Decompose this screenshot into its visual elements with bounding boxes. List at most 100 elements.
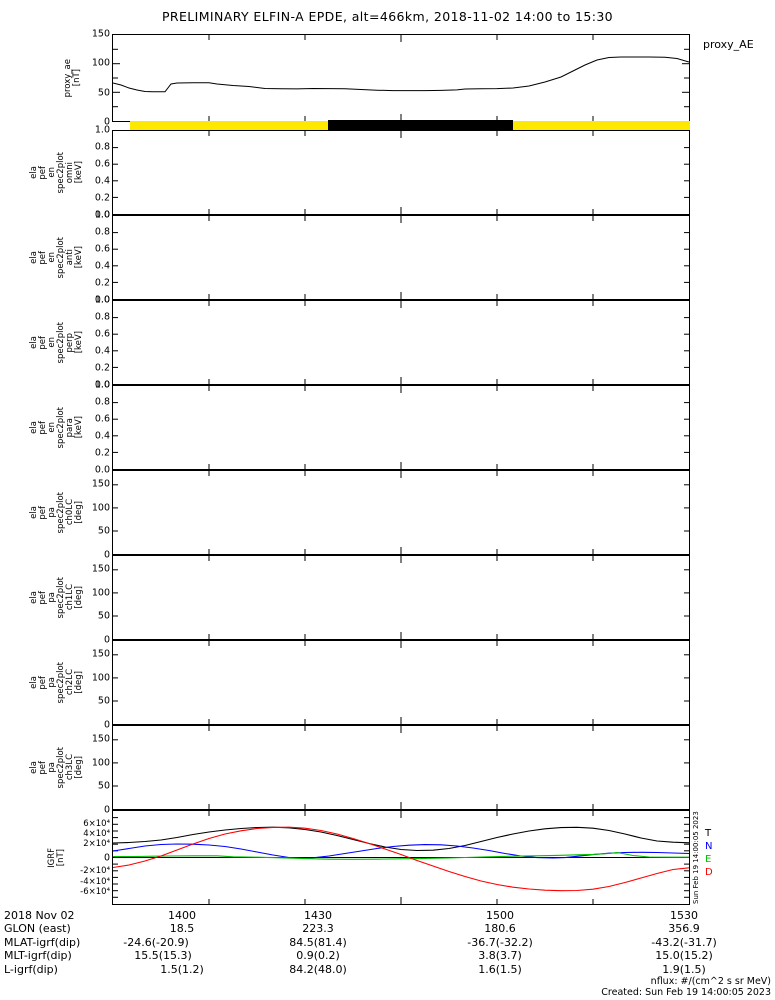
ytick: 100 — [91, 57, 110, 69]
panel-ela-pef-pa-ch2lc-yticks: 150 100 50 0 — [68, 640, 110, 731]
panel-ela-pef-pa-ch2lc-frame — [112, 640, 690, 725]
ytick: 0.8 — [94, 141, 110, 153]
panel-ela-pef-pa-ch0lc-yticks: 150 100 50 0 — [68, 470, 110, 561]
ytick: 0 — [103, 549, 110, 561]
ytick: 0.8 — [94, 226, 110, 238]
panel-ela-pef-pa-ch1lc-frame — [112, 555, 690, 640]
ytick: 150 — [91, 733, 110, 745]
ytick: 0 — [103, 852, 110, 863]
ytick: 100 — [91, 672, 110, 683]
ytick: 0.4 — [94, 260, 110, 272]
ytick: -4×10⁴ — [80, 877, 110, 887]
panel-proxy-ae-yticks: 150 100 50 0 — [68, 29, 110, 128]
annotation-row: MLAT-igrf(dip) -24.6(-20.9) 84.5(81.4) -… — [4, 936, 772, 949]
annotation-value: -36.7(-32.2) — [467, 935, 533, 949]
panel-ela-pef-pa-ch3lc-frame — [112, 725, 690, 810]
igrf-legend-item-T: T — [705, 828, 712, 839]
panel-igrf-plot — [113, 811, 689, 904]
panel-igrf-yticks: 6×10⁴ 4×10⁴ 2×10⁴ 0 -2×10⁴ -4×10⁴ -6×10⁴ — [58, 810, 110, 905]
annotation-row: L-igrf(dip) 1.5(1.2) 84.2(48.0) 1.6(1.5)… — [4, 963, 772, 976]
igrf-legend-item-D: D — [705, 867, 713, 878]
ytick: 100 — [91, 757, 110, 768]
panel-ela-pef-en-perp-frame — [112, 300, 690, 385]
ytick: 150 — [91, 563, 110, 575]
ytick: 50 — [97, 695, 110, 707]
ytick: 0.2 — [94, 447, 110, 459]
page-title: PRELIMINARY ELFIN-A EPDE, alt=466km, 201… — [161, 9, 614, 24]
panel-ela-pef-pa-ch3lc-plot — [113, 726, 689, 809]
ytick: 0.6 — [94, 158, 110, 170]
annotation-label: L-igrf(dip) — [4, 962, 58, 976]
footer: nflux: #/(cm^2 s sr MeV) Created: Sun Fe… — [0, 976, 771, 998]
annotation-value: 1.5(1.2) — [160, 962, 204, 976]
annotation-value: 84.5(81.4) — [289, 935, 347, 949]
ytick: 0.0 — [94, 379, 110, 391]
annotation-label: GLON (east) — [4, 922, 71, 936]
ytick: 0 — [103, 804, 110, 816]
panel-ela-pef-pa-ch3lc-yticks: 150 100 50 0 — [68, 725, 110, 816]
panel-ela-pef-en-para-plot — [113, 386, 689, 469]
ytick: 100 — [91, 587, 110, 598]
igrf-legend-item-N: N — [705, 841, 713, 852]
ytick: 0.8 — [94, 396, 110, 408]
ytick: -2×10⁴ — [80, 866, 110, 876]
annotation-value: 15.0(15.2) — [655, 949, 713, 963]
annotation-value: 1400 — [168, 909, 196, 922]
annotation-label: MLT-igrf(dip) — [4, 949, 72, 963]
panel-ela-pef-pa-ch0lc-frame — [112, 470, 690, 555]
side-timestamp: Sun Feb 19 14:00:05 2023 — [692, 811, 700, 904]
ytick: 0.2 — [94, 277, 110, 289]
annotation-row: MLT-igrf(dip) 15.5(15.3) 0.9(0.2) 3.8(3.… — [4, 949, 772, 962]
ytick: 0.2 — [94, 192, 110, 204]
ytick: 0.0 — [94, 294, 110, 306]
panel-ela-pef-en-perp-plot — [113, 301, 689, 384]
ytick: 1.0 — [94, 379, 110, 391]
panel-ela-pef-en-perp-yticks: 1.0 0.8 0.6 0.4 0.2 0.0 — [68, 295, 110, 391]
ytick: 50 — [97, 780, 110, 792]
annotation-label: MLAT-igrf(dip) — [4, 935, 81, 949]
panel-ela-pef-pa-ch1lc-yticks: 150 100 50 0 — [68, 555, 110, 646]
ytick: 0.4 — [94, 175, 110, 187]
panel-proxy-ae-plot — [113, 35, 689, 121]
panel-ela-pef-en-anti-plot — [113, 216, 689, 299]
annotation-value: -24.6(-20.9) — [123, 935, 189, 949]
ytick: 1.0 — [94, 294, 110, 306]
panel-ela-pef-pa-ch1lc-plot — [113, 556, 689, 639]
annotation-value: 3.8(3.7) — [478, 949, 522, 963]
annotation-value: -43.2(-31.7) — [651, 935, 717, 949]
ytick: 1.0 — [94, 124, 110, 136]
ytick: -6×10⁴ — [80, 887, 110, 897]
panel-ela-pef-en-omni-frame — [112, 130, 690, 215]
footer-created: Created: Sun Feb 19 14:00:05 2023 — [601, 987, 771, 998]
ytick: 1.0 — [94, 209, 110, 221]
ytick: 2×10⁴ — [83, 839, 110, 849]
annotation-value: 1.9(1.5) — [662, 962, 706, 976]
panel-ela-pef-en-omni-plot — [113, 131, 689, 214]
ytick: 0.6 — [94, 413, 110, 425]
panel-ela-pef-en-anti-yticks: 1.0 0.8 0.6 0.4 0.2 0.0 — [68, 210, 110, 306]
ytick: 0.8 — [94, 311, 110, 323]
ytick: 0.4 — [94, 430, 110, 442]
ytick: 50 — [97, 525, 110, 537]
annotation-value: 1500 — [486, 909, 514, 922]
ytick: 0.6 — [94, 243, 110, 255]
annotation-value: 1.6(1.5) — [478, 962, 522, 976]
ytick: 4×10⁴ — [83, 828, 110, 839]
annotation-value: 84.2(48.0) — [289, 962, 347, 976]
ytick: 0.6 — [94, 328, 110, 340]
ytick: 150 — [91, 28, 110, 40]
ytick: 0 — [103, 719, 110, 731]
ytick: 0.0 — [94, 209, 110, 221]
panel-igrf-frame — [112, 810, 690, 905]
annotation-value: 1430 — [304, 909, 332, 922]
annotation-row: GLON (east) 18.5 223.3 180.6 356.9 — [4, 922, 772, 935]
annotation-label: 2018 Nov 02 — [4, 909, 75, 922]
proxy-ae-legend-label: proxy_AE — [703, 38, 754, 51]
ytick: 50 — [97, 87, 110, 99]
igrf-legend-item-E: E — [705, 854, 712, 865]
annotation-value: 0.9(0.2) — [296, 949, 340, 963]
footer-nflux: nflux: #/(cm^2 s sr MeV) — [650, 976, 771, 987]
annotation-value: 356.9 — [668, 922, 700, 936]
ytick: 100 — [91, 502, 110, 513]
ytick: 0 — [103, 116, 110, 128]
